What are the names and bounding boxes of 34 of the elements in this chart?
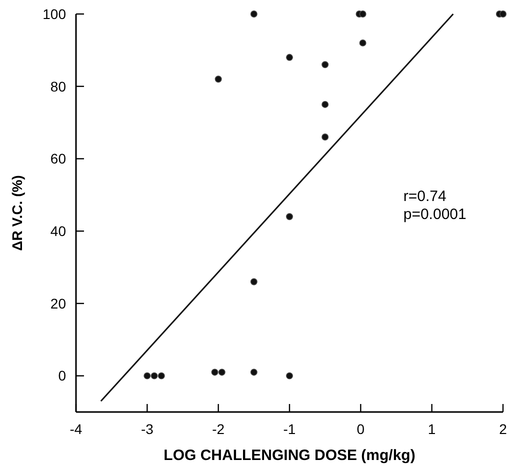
x-tick-label: -3 — [140, 421, 154, 437]
y-tick-label: 60 — [50, 150, 66, 167]
y-tick-label: 20 — [50, 295, 66, 312]
x-tick-label: 0 — [356, 421, 365, 437]
x-tick-label: -4 — [70, 421, 82, 437]
x-tick-label: 2 — [499, 421, 508, 437]
point — [214, 76, 222, 83]
point — [286, 213, 293, 220]
point — [359, 10, 366, 18]
point — [218, 368, 226, 376]
x-tick-label: -1 — [283, 421, 296, 437]
y-tick-label: 100 — [42, 6, 66, 22]
x-tick-label: 1 — [428, 421, 436, 437]
point — [250, 278, 258, 286]
y-tick-label: 40 — [50, 222, 66, 239]
point — [150, 372, 158, 380]
point — [250, 368, 258, 376]
y-axis-title: ΔR V.C. (%) — [9, 175, 25, 251]
point — [286, 54, 293, 61]
point — [144, 372, 151, 380]
point — [286, 372, 293, 380]
point — [250, 10, 258, 18]
x-tick-label: -2 — [212, 421, 225, 437]
point — [322, 61, 329, 68]
y-tick-label: 0 — [58, 368, 66, 384]
point — [359, 39, 366, 46]
point — [500, 10, 506, 18]
point — [322, 134, 329, 140]
annotation: r=0.74 p=0.0001 — [403, 188, 466, 224]
x-axis-title: LOG CHALLENGING DOSE (mg/kg) — [164, 447, 416, 464]
point — [322, 100, 329, 108]
point — [158, 372, 165, 380]
y-tick-label: 80 — [50, 78, 66, 94]
point — [211, 368, 218, 376]
